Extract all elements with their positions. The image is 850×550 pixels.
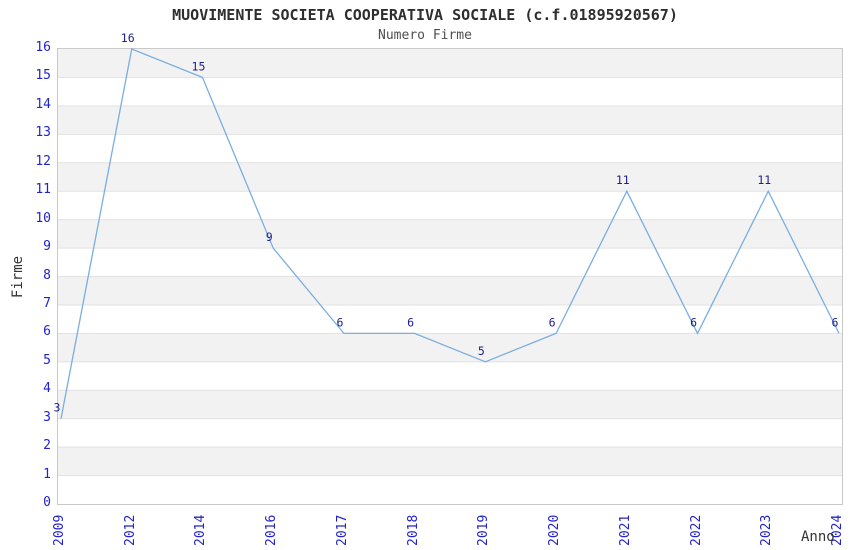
data-label: 6 bbox=[407, 315, 414, 329]
y-tick-label: 3 bbox=[43, 409, 51, 425]
grid-band bbox=[58, 390, 842, 419]
y-tick-label: 9 bbox=[43, 239, 51, 255]
chart-title: MUOVIMENTE SOCIETA COOPERATIVA SOCIALE (… bbox=[172, 6, 678, 24]
data-label: 3 bbox=[54, 401, 61, 415]
data-label: 15 bbox=[192, 59, 206, 73]
x-tick-label: 2021 bbox=[617, 514, 633, 547]
x-tick-label: 2020 bbox=[547, 514, 563, 547]
plot-canvas: 3 16 15 9 6 6 5 6 11 6 11 6 bbox=[54, 31, 842, 477]
y-tick-label: 1 bbox=[43, 466, 51, 482]
grid-band bbox=[58, 447, 842, 476]
y-tick-label: 10 bbox=[35, 210, 51, 226]
y-tick-label: 12 bbox=[35, 153, 51, 169]
data-label: 9 bbox=[266, 230, 273, 244]
x-tick-label: 2022 bbox=[688, 514, 704, 547]
data-label: 11 bbox=[757, 173, 771, 187]
y-axis-ticks: 0 1 2 3 4 5 6 7 8 9 10 11 12 13 14 15 16 bbox=[0, 40, 51, 510]
grid-band bbox=[58, 276, 842, 305]
x-tick-label: 2017 bbox=[334, 514, 350, 547]
y-tick-label: 2 bbox=[43, 438, 51, 454]
data-label: 6 bbox=[336, 315, 343, 329]
grid-band bbox=[58, 219, 842, 249]
data-label: 6 bbox=[549, 315, 556, 329]
y-tick-label: 0 bbox=[43, 495, 51, 510]
x-tick-label: 2016 bbox=[264, 514, 280, 547]
x-tick-label: 2018 bbox=[405, 514, 421, 547]
y-tick-label: 5 bbox=[43, 352, 51, 368]
data-label: 11 bbox=[616, 173, 630, 187]
plot-area: 3 16 15 9 6 6 5 6 11 6 11 6 bbox=[54, 31, 843, 505]
data-label: 6 bbox=[690, 315, 697, 329]
grid-band bbox=[58, 49, 842, 78]
x-axis-ticks: 2009 2012 2014 2016 2017 2018 2019 2020 2021 2022… bbox=[52, 511, 845, 550]
grid-band bbox=[58, 162, 842, 192]
series-line bbox=[60, 48, 840, 419]
y-tick-label: 16 bbox=[35, 40, 51, 55]
data-label: 5 bbox=[478, 344, 485, 358]
data-label: 16 bbox=[121, 31, 135, 45]
x-tick-label: 2019 bbox=[476, 514, 492, 547]
y-tick-label: 15 bbox=[35, 68, 51, 84]
x-axis-title: Anno bbox=[801, 529, 835, 545]
y-tick-label: 6 bbox=[43, 324, 51, 340]
data-label: 6 bbox=[832, 315, 839, 329]
x-tick-label: 2012 bbox=[122, 514, 138, 547]
x-tick-label: 2009 bbox=[52, 514, 67, 547]
x-tick-label: 2023 bbox=[759, 514, 775, 547]
y-tick-label: 13 bbox=[35, 125, 51, 141]
y-tick-label: 4 bbox=[43, 381, 51, 397]
chart-subtitle: Numero Firme bbox=[378, 28, 472, 43]
y-tick-label: 7 bbox=[43, 295, 51, 311]
grid-band bbox=[58, 105, 842, 135]
x-tick-label: 2014 bbox=[193, 514, 209, 547]
y-tick-label: 8 bbox=[43, 267, 51, 283]
y-tick-label: 11 bbox=[35, 182, 51, 198]
y-tick-label: 14 bbox=[35, 96, 51, 112]
